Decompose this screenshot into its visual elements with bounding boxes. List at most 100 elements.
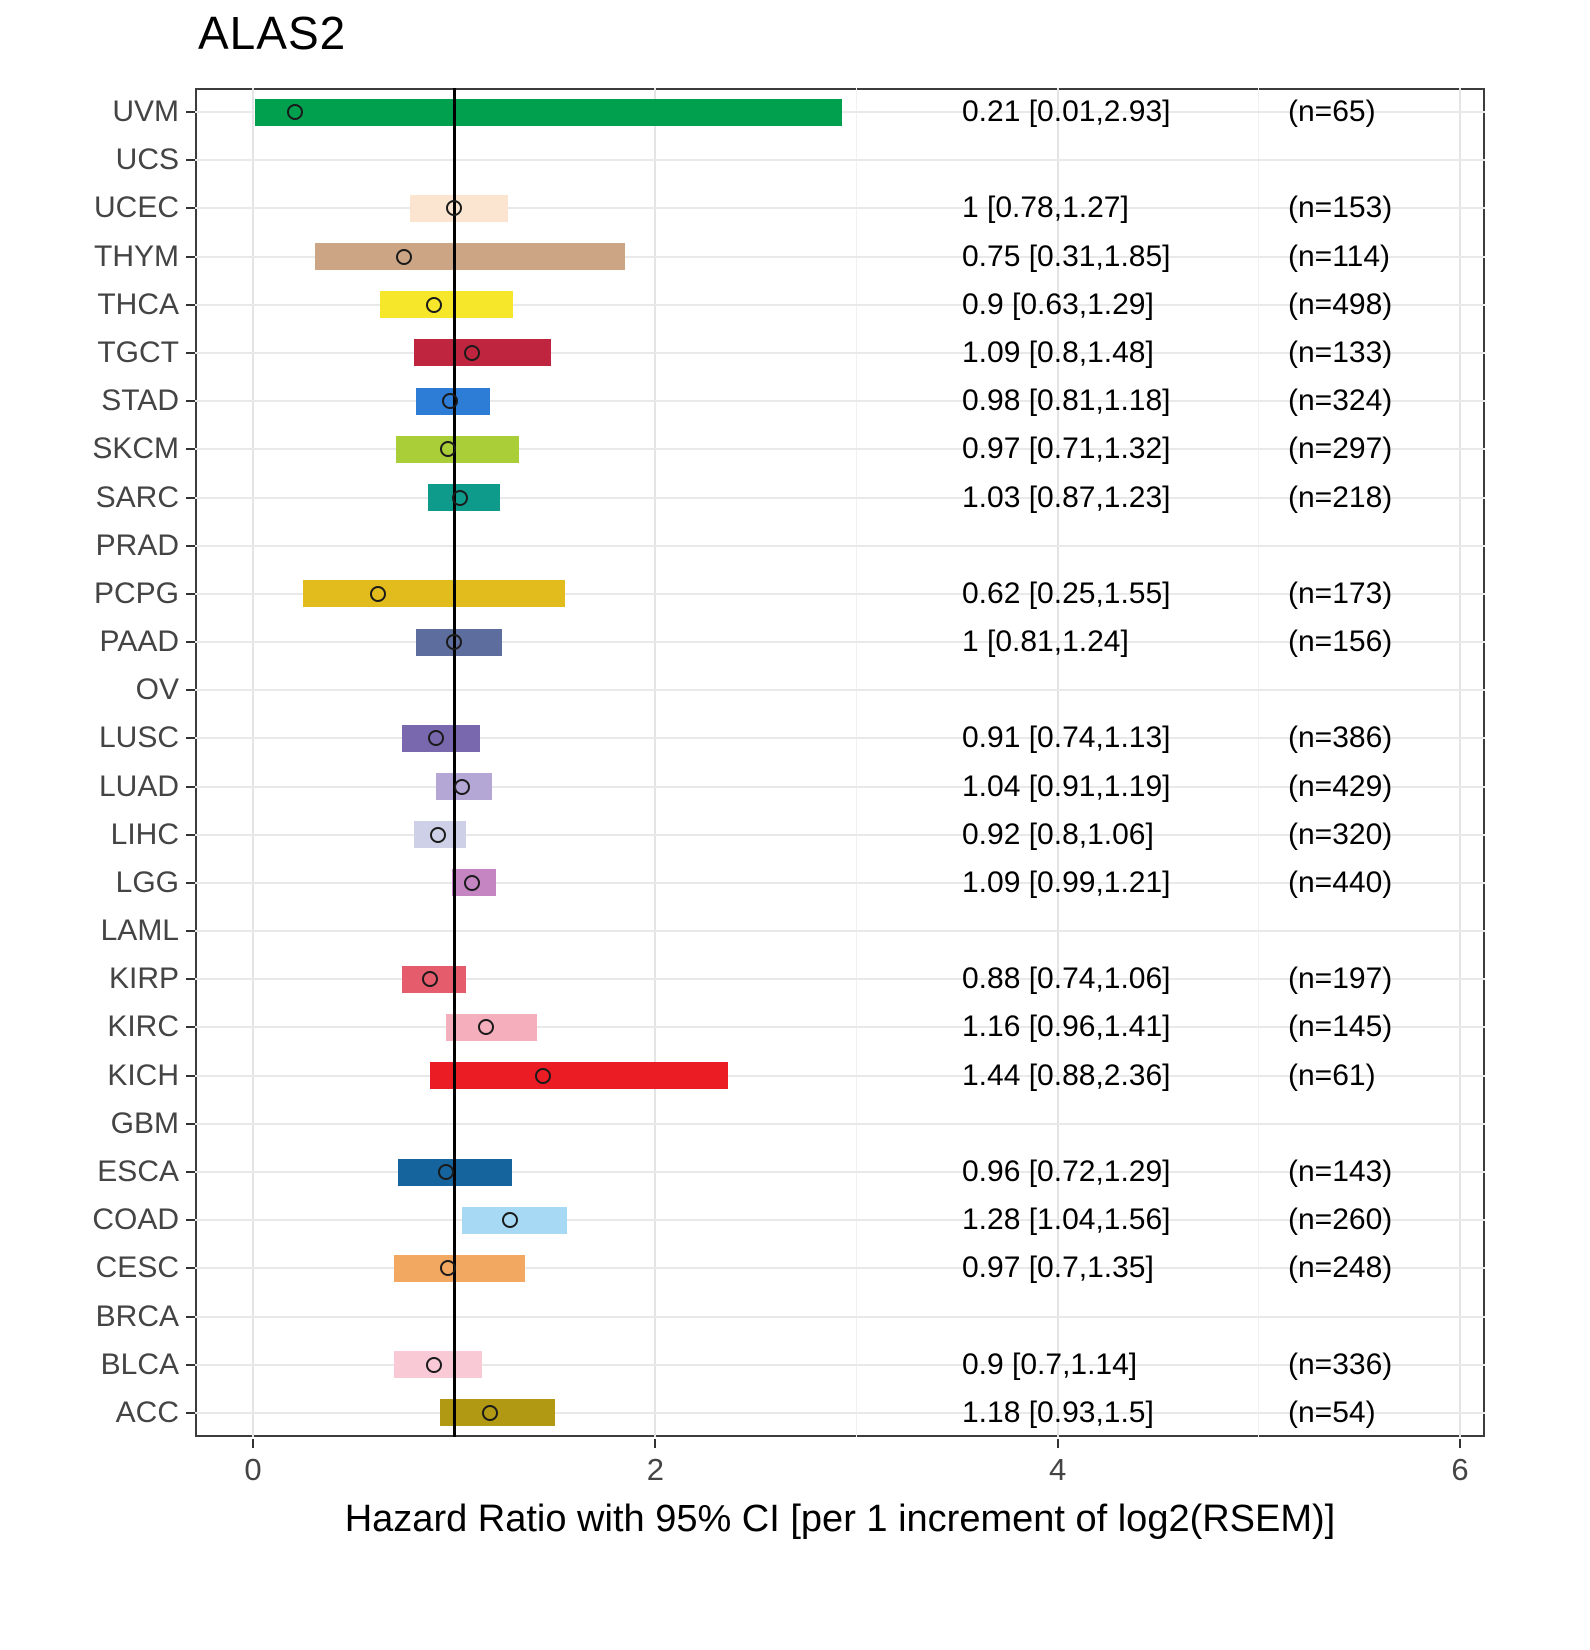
x-tick-label-0: 0 bbox=[244, 1452, 262, 1487]
hr-point-kich bbox=[534, 1067, 551, 1084]
hr-point-luad bbox=[454, 778, 471, 795]
hr-point-tgct bbox=[464, 344, 481, 361]
hr-point-kirp bbox=[422, 971, 439, 988]
y-axis-label-brca: BRCA bbox=[95, 1299, 179, 1333]
y-tick-mark bbox=[186, 592, 195, 595]
n-text-blca: (n=336) bbox=[1288, 1347, 1393, 1381]
hr-ci-text-sarc: 1.03 [0.87,1.23] bbox=[962, 480, 1171, 514]
y-axis-label-ucec: UCEC bbox=[93, 191, 179, 225]
n-text-uvm: (n=65) bbox=[1288, 95, 1376, 129]
y-tick-mark bbox=[186, 881, 195, 884]
n-text-tgct: (n=133) bbox=[1288, 335, 1393, 369]
row-gridline bbox=[195, 1122, 1485, 1125]
row-gridline bbox=[195, 303, 1485, 306]
row-gridline bbox=[195, 400, 1485, 403]
row-gridline bbox=[195, 1219, 1485, 1222]
hr-point-kirc bbox=[478, 1019, 495, 1036]
ci-bar-skcm bbox=[395, 435, 519, 463]
hr-ci-text-stad: 0.98 [0.81,1.18] bbox=[962, 384, 1171, 418]
y-axis-label-lihc: LIHC bbox=[110, 817, 179, 851]
n-text-kirp: (n=197) bbox=[1288, 962, 1393, 996]
y-tick-mark bbox=[186, 303, 195, 306]
x-tick-mark bbox=[1459, 1439, 1462, 1448]
y-tick-mark bbox=[186, 1363, 195, 1366]
hr-ci-text-cesc: 0.97 [0.7,1.35] bbox=[962, 1251, 1154, 1285]
row-gridline bbox=[195, 881, 1485, 884]
row-gridline bbox=[195, 1267, 1485, 1270]
y-axis-label-luad: LUAD bbox=[98, 769, 179, 803]
n-text-paad: (n=156) bbox=[1288, 625, 1393, 659]
n-text-luad: (n=429) bbox=[1288, 769, 1393, 803]
n-text-cesc: (n=248) bbox=[1288, 1251, 1393, 1285]
n-text-kich: (n=61) bbox=[1288, 1058, 1376, 1092]
x-tick-label-4: 4 bbox=[1049, 1452, 1067, 1487]
plot-panel bbox=[195, 88, 1485, 1437]
y-tick-mark bbox=[186, 400, 195, 403]
row-gridline bbox=[195, 641, 1485, 644]
y-tick-mark bbox=[186, 785, 195, 788]
y-axis-label-stad: STAD bbox=[101, 384, 179, 418]
y-tick-mark bbox=[186, 1267, 195, 1270]
ci-bar-thca bbox=[379, 291, 513, 319]
y-tick-mark bbox=[186, 1026, 195, 1029]
y-axis-label-pcpg: PCPG bbox=[93, 576, 179, 610]
major-gridline bbox=[654, 88, 657, 1437]
y-axis-label-skcm: SKCM bbox=[92, 432, 179, 466]
n-text-lgg: (n=440) bbox=[1288, 865, 1393, 899]
ci-bar-tgct bbox=[413, 339, 551, 367]
y-axis-label-esca: ESCA bbox=[97, 1155, 179, 1189]
y-tick-mark bbox=[186, 930, 195, 933]
n-text-sarc: (n=218) bbox=[1288, 480, 1393, 514]
y-axis-label-kirp: KIRP bbox=[108, 962, 179, 996]
n-text-kirc: (n=145) bbox=[1288, 1010, 1393, 1044]
y-axis-label-uvm: UVM bbox=[112, 95, 179, 129]
y-axis-label-tgct: TGCT bbox=[97, 335, 179, 369]
hr-ci-text-kich: 1.44 [0.88,2.36] bbox=[962, 1058, 1171, 1092]
y-tick-mark bbox=[186, 544, 195, 547]
y-tick-mark bbox=[186, 111, 195, 114]
ci-bar-thym bbox=[315, 243, 626, 271]
y-axis-label-lusc: LUSC bbox=[98, 721, 179, 755]
row-gridline bbox=[195, 689, 1485, 692]
y-tick-mark bbox=[186, 255, 195, 258]
row-gridline bbox=[195, 1074, 1485, 1077]
y-axis-label-ov: OV bbox=[135, 673, 179, 707]
y-axis-label-laml: LAML bbox=[100, 914, 179, 948]
x-tick-label-2: 2 bbox=[646, 1452, 664, 1487]
row-gridline bbox=[195, 930, 1485, 933]
y-tick-mark bbox=[186, 1219, 195, 1222]
row-gridline bbox=[195, 448, 1485, 451]
n-text-pcpg: (n=173) bbox=[1288, 576, 1393, 610]
n-text-coad: (n=260) bbox=[1288, 1203, 1393, 1237]
hr-ci-text-uvm: 0.21 [0.01,2.93] bbox=[962, 95, 1171, 129]
hr-point-cesc bbox=[440, 1260, 457, 1277]
y-tick-mark bbox=[186, 1171, 195, 1174]
y-axis-label-kirc: KIRC bbox=[107, 1010, 179, 1044]
row-gridline bbox=[195, 1026, 1485, 1029]
hr-ci-text-blca: 0.9 [0.7,1.14] bbox=[962, 1347, 1138, 1381]
hr-ci-text-pcpg: 0.62 [0.25,1.55] bbox=[962, 576, 1171, 610]
ci-bar-pcpg bbox=[303, 580, 565, 608]
row-gridline bbox=[195, 207, 1485, 210]
y-tick-mark bbox=[186, 1122, 195, 1125]
x-tick-mark bbox=[1056, 1439, 1059, 1448]
y-axis-label-sarc: SARC bbox=[95, 480, 179, 514]
hr-point-thca bbox=[426, 296, 443, 313]
ci-bar-cesc bbox=[393, 1254, 525, 1282]
n-text-skcm: (n=297) bbox=[1288, 432, 1393, 466]
hr-ci-text-kirp: 0.88 [0.74,1.06] bbox=[962, 962, 1171, 996]
hr-point-pcpg bbox=[369, 585, 386, 602]
major-gridline bbox=[1459, 88, 1462, 1437]
hr-point-ucec bbox=[446, 200, 463, 217]
hr-ci-text-ucec: 1 [0.78,1.27] bbox=[962, 191, 1129, 225]
y-axis-label-acc: ACC bbox=[115, 1395, 179, 1429]
major-gridline bbox=[1056, 88, 1059, 1437]
y-tick-mark bbox=[186, 689, 195, 692]
row-gridline bbox=[195, 1363, 1485, 1366]
y-tick-mark bbox=[186, 207, 195, 210]
minor-gridline bbox=[856, 88, 857, 1437]
y-tick-mark bbox=[186, 978, 195, 981]
y-tick-mark bbox=[186, 833, 195, 836]
hr-ci-text-luad: 1.04 [0.91,1.19] bbox=[962, 769, 1171, 803]
